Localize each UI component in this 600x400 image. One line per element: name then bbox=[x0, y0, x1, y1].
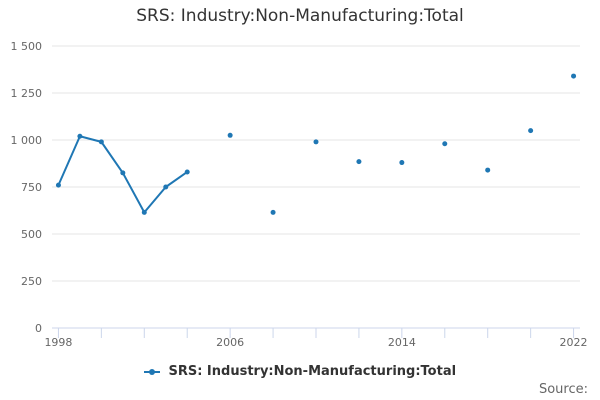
data-point bbox=[163, 184, 169, 190]
data-point bbox=[442, 141, 448, 147]
source-label: Source: bbox=[538, 382, 588, 397]
data-point bbox=[528, 128, 534, 134]
legend-swatch bbox=[143, 367, 160, 377]
legend-marker bbox=[148, 368, 155, 375]
data-point bbox=[270, 209, 276, 215]
y-tick-label: 250 bbox=[21, 275, 42, 288]
legend-item[interactable]: SRS: Industry:Non-Manufacturing:Total bbox=[0, 364, 600, 379]
x-axis: 1998 2006 2014 2022 bbox=[44, 327, 588, 349]
x-tick-label: 2022 bbox=[560, 336, 588, 349]
data-point bbox=[571, 73, 577, 79]
data-point bbox=[227, 132, 233, 138]
y-tick-label: 0 bbox=[35, 322, 42, 335]
data-point bbox=[98, 139, 104, 145]
data-point bbox=[485, 167, 491, 173]
y-tick-label: 1 500 bbox=[11, 40, 43, 53]
data-point bbox=[399, 160, 405, 166]
data-point bbox=[313, 139, 319, 145]
x-tick-label: 1998 bbox=[44, 336, 72, 349]
data-point bbox=[356, 159, 362, 165]
data-point bbox=[141, 209, 147, 215]
y-tick-label: 750 bbox=[21, 181, 42, 194]
chart-title: SRS: Industry:Non-Manufacturing:Total bbox=[136, 6, 464, 26]
data-point bbox=[77, 133, 83, 139]
series-points bbox=[55, 73, 577, 215]
y-tick-label: 500 bbox=[21, 228, 42, 241]
data-point bbox=[184, 169, 190, 175]
y-axis: 0 250 500 750 1 000 1 250 1 500 bbox=[11, 40, 43, 335]
x-tick-label: 2006 bbox=[216, 336, 244, 349]
y-tick-label: 1 250 bbox=[11, 87, 43, 100]
y-tick-label: 1 000 bbox=[11, 134, 43, 147]
x-tick-label: 2014 bbox=[388, 336, 416, 349]
data-point bbox=[55, 182, 61, 188]
grid-lines bbox=[52, 45, 580, 282]
legend-label: SRS: Industry:Non-Manufacturing:Total bbox=[168, 364, 457, 379]
data-point bbox=[120, 170, 126, 176]
